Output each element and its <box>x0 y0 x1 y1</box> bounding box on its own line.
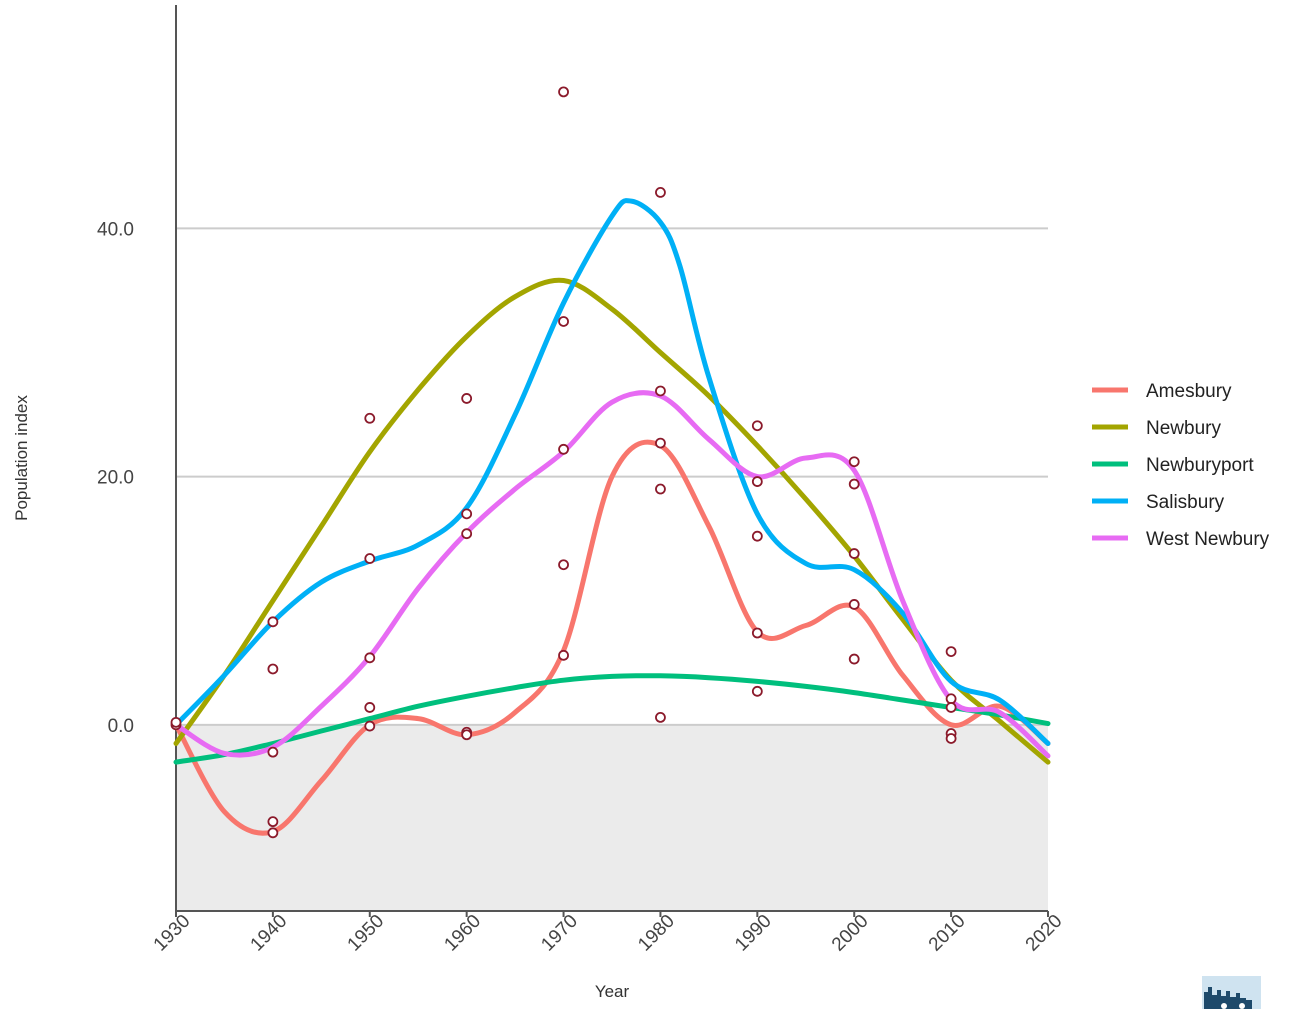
data-point <box>751 476 763 487</box>
legend-label-newbury: Newbury <box>1146 418 1221 439</box>
legend-label-salisbury: Salisbury <box>1146 492 1225 513</box>
x-tick-label: 2000 <box>828 911 873 956</box>
data-point <box>655 437 666 449</box>
data-point <box>558 86 569 98</box>
data-point <box>364 652 376 664</box>
data-point <box>655 711 666 723</box>
data-point <box>461 528 473 540</box>
data-point <box>751 685 763 697</box>
legend-label-newburyport: Newburyport <box>1146 455 1254 476</box>
x-tick-label: 1940 <box>247 911 292 956</box>
data-point <box>655 385 666 397</box>
data-point <box>461 729 473 741</box>
data-point <box>655 187 666 198</box>
y-tick-label: 0.0 <box>108 716 134 737</box>
legend: Amesbury Newbury Newburyport Salisbury West … <box>1092 381 1270 550</box>
data-point <box>267 827 279 839</box>
x-tick-label: 1950 <box>344 911 389 956</box>
data-point <box>267 663 279 675</box>
x-tick-label: 1990 <box>731 911 776 956</box>
x-axis-title: Year <box>595 982 630 1001</box>
x-tick-label: 1980 <box>634 911 679 956</box>
series-line-newbury <box>173 277 1051 765</box>
negative-region-shading <box>176 724 1048 911</box>
x-tick-label: 2010 <box>925 911 970 956</box>
logo-icon <box>1202 976 1261 1009</box>
data-point <box>558 649 569 661</box>
series-curves <box>173 198 1051 836</box>
data-point <box>267 816 279 828</box>
y-tick-label: 40.0 <box>97 219 134 240</box>
data-point <box>364 702 376 713</box>
data-point <box>170 716 182 728</box>
x-tick-label: 1960 <box>440 911 485 956</box>
legend-label-west-newbury: West Newbury <box>1146 529 1270 550</box>
data-point <box>945 733 957 744</box>
y-axis-title: Population index <box>12 395 31 521</box>
y-tick-label: 20.0 <box>97 468 134 489</box>
data-point <box>848 478 860 490</box>
data-point <box>751 530 763 542</box>
data-point <box>848 599 860 610</box>
data-point <box>751 627 763 639</box>
data-point <box>558 443 569 455</box>
data-point <box>267 746 279 758</box>
series-line-salisbury <box>173 198 1051 746</box>
x-tick-label: 1970 <box>537 911 582 956</box>
data-point <box>945 702 957 713</box>
data-point <box>945 646 957 658</box>
series-line-west-newbury <box>173 390 1051 759</box>
data-points <box>170 86 957 839</box>
x-tick-label: 2020 <box>1022 911 1067 956</box>
data-point <box>558 316 569 327</box>
data-point <box>848 653 860 665</box>
data-point <box>461 393 473 404</box>
data-point <box>751 420 763 432</box>
data-point <box>267 616 279 628</box>
series-line-newburyport <box>173 673 1051 765</box>
series-line-amesbury <box>173 439 1051 836</box>
legend-label-amesbury: Amesbury <box>1146 381 1232 402</box>
data-point <box>655 483 666 495</box>
x-tick-label: 1930 <box>150 911 195 956</box>
data-point <box>461 508 473 520</box>
data-point <box>848 456 860 468</box>
data-point <box>364 720 376 732</box>
data-point <box>558 559 569 571</box>
data-point <box>945 693 957 705</box>
data-point <box>364 412 376 424</box>
data-point <box>848 548 860 559</box>
data-point <box>364 553 376 564</box>
